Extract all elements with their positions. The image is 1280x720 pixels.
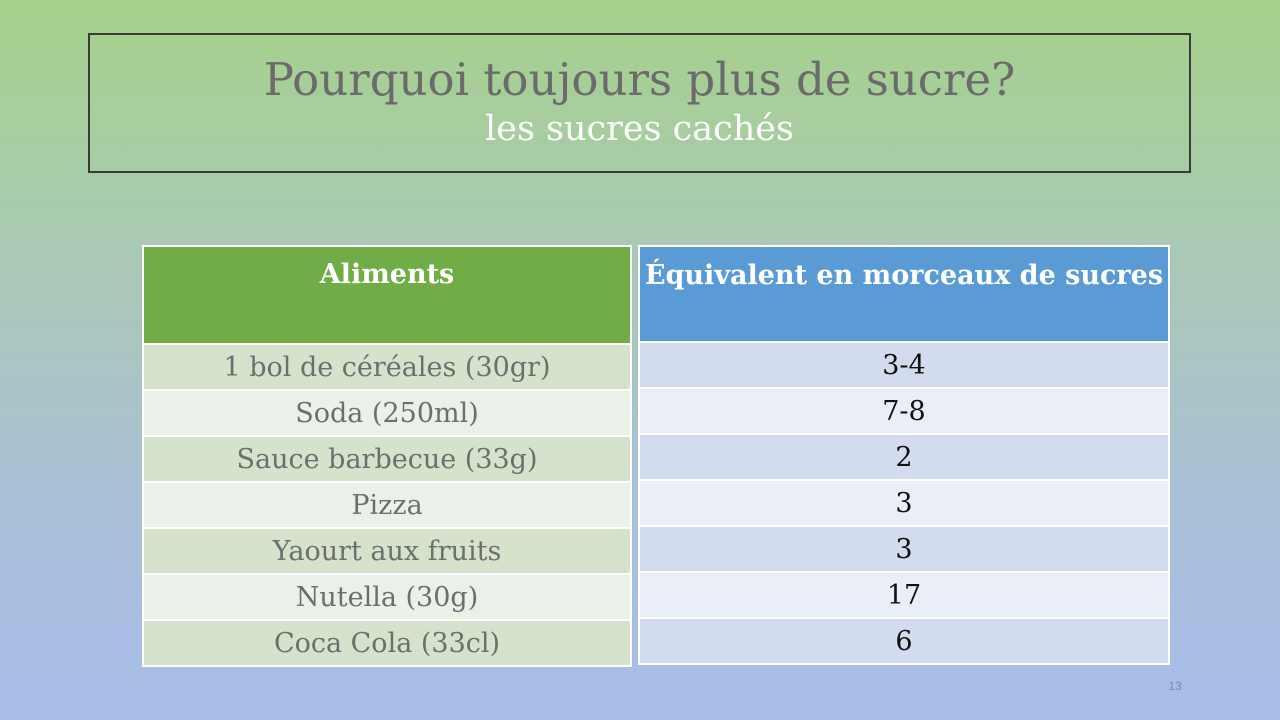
sugar-cubes-cell: 3 [638, 479, 1170, 527]
sugar-cubes-cell: 7-8 [638, 387, 1170, 435]
food-cell: Sauce barbecue (33g) [142, 435, 632, 483]
food-cell: Nutella (30g) [142, 573, 632, 621]
sugar-cubes-cell: 3 [638, 525, 1170, 573]
food-cell: Yaourt aux fruits [142, 527, 632, 575]
food-cell: 1 bol de céréales (30gr) [142, 343, 632, 391]
header-aliments: Aliments [142, 245, 632, 345]
sugar-cubes-cell: 3-4 [638, 341, 1170, 389]
foods-table: Aliments 1 bol de céréales (30gr) Soda (… [142, 245, 632, 667]
slide-title: Pourquoi toujours plus de sucre? [263, 53, 1016, 106]
sugar-cubes-cell: 6 [638, 617, 1170, 665]
food-cell: Coca Cola (33cl) [142, 619, 632, 667]
sugar-equivalent-table: Équivalent en morceaux de sucres 3-4 7-8… [638, 245, 1170, 665]
page-number: 13 [1168, 679, 1182, 693]
slide-subtitle: les sucres cachés [485, 109, 794, 149]
header-equivalent: Équivalent en morceaux de sucres [638, 245, 1170, 343]
title-box: Pourquoi toujours plus de sucre? les suc… [88, 33, 1191, 173]
sugar-cubes-cell: 2 [638, 433, 1170, 481]
food-cell: Pizza [142, 481, 632, 529]
food-cell: Soda (250ml) [142, 389, 632, 437]
sugar-cubes-cell: 17 [638, 571, 1170, 619]
